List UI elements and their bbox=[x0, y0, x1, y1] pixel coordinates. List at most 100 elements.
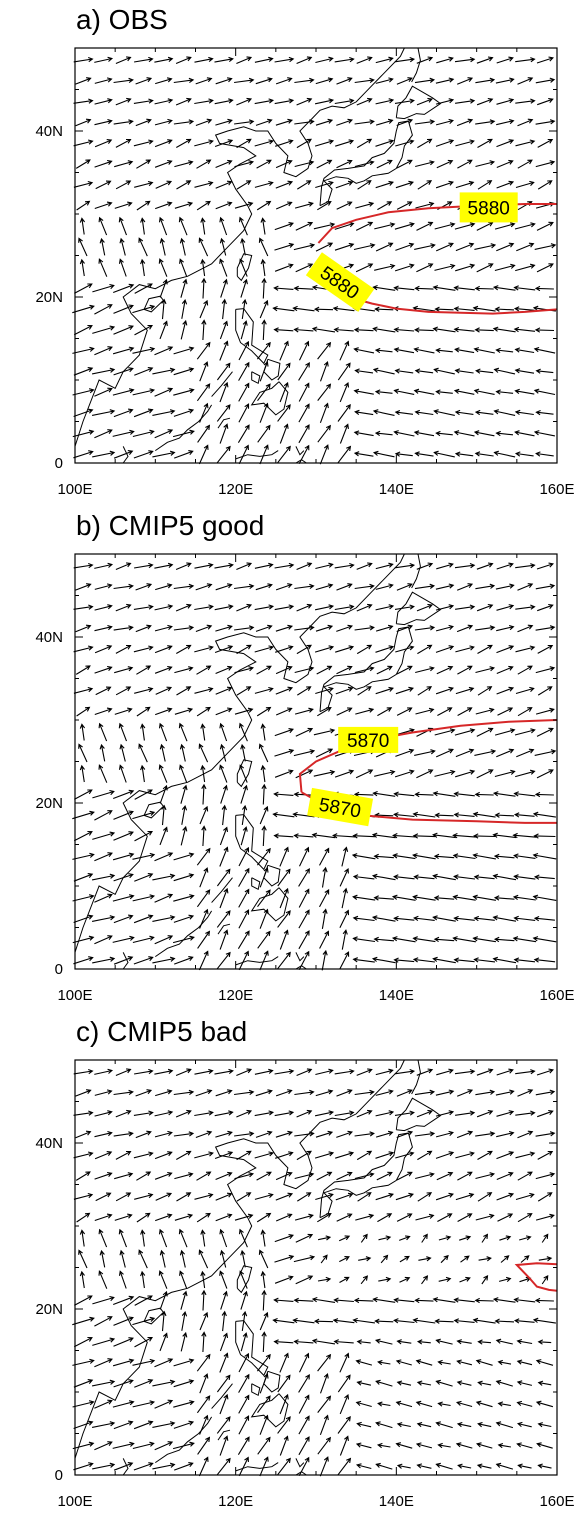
wind-vector bbox=[72, 1441, 95, 1450]
wind-vector bbox=[152, 873, 176, 881]
wind-vector bbox=[399, 1235, 411, 1241]
wind-vector bbox=[237, 930, 250, 949]
wind-vector bbox=[173, 873, 195, 882]
wind-vector bbox=[132, 894, 156, 902]
wind-vector bbox=[115, 686, 132, 696]
wind-vector bbox=[134, 283, 153, 294]
coastline-path bbox=[250, 381, 289, 416]
wind-vector bbox=[436, 665, 454, 675]
wind-vector bbox=[332, 833, 356, 839]
wind-vector bbox=[194, 645, 214, 653]
wind-vector bbox=[317, 1213, 332, 1223]
wind-vector bbox=[255, 77, 273, 85]
wind-vector bbox=[72, 429, 95, 438]
wind-vector bbox=[136, 1171, 152, 1181]
wind-vector bbox=[453, 791, 475, 797]
wind-vector bbox=[73, 408, 94, 418]
wind-vector bbox=[453, 957, 475, 963]
wind-vector bbox=[416, 562, 434, 570]
wind-vector bbox=[241, 804, 248, 825]
wind-vector bbox=[372, 284, 396, 291]
wind-vector bbox=[517, 707, 533, 717]
wind-vector bbox=[459, 1276, 471, 1283]
x-tick-label: 160E bbox=[539, 481, 574, 498]
wind-vector bbox=[478, 1256, 492, 1262]
wind-vector bbox=[494, 728, 516, 736]
wind-vector bbox=[196, 1171, 212, 1181]
wind-vector bbox=[435, 389, 453, 395]
coastline-path bbox=[411, 47, 421, 83]
wind-vector bbox=[481, 1274, 489, 1285]
wind-vector bbox=[240, 826, 248, 846]
wind-vector bbox=[453, 388, 475, 395]
wind-vector bbox=[94, 159, 113, 168]
contour-label: 5870 bbox=[338, 726, 399, 753]
wind-vector bbox=[133, 645, 154, 653]
wind-vector bbox=[238, 1415, 250, 1435]
wind-vector bbox=[414, 1131, 436, 1137]
wind-vector bbox=[375, 180, 394, 189]
wind-vector bbox=[277, 362, 291, 381]
wind-vector bbox=[132, 1358, 156, 1366]
wind-vector bbox=[313, 769, 336, 777]
wind-vector bbox=[414, 583, 436, 590]
wind-vector bbox=[136, 200, 151, 211]
wind-vector bbox=[354, 409, 374, 416]
wind-vector bbox=[455, 1400, 473, 1408]
wind-vector bbox=[372, 367, 395, 375]
wind-vector bbox=[493, 936, 515, 943]
wind-vector bbox=[375, 1462, 393, 1470]
wind-vector bbox=[454, 562, 476, 569]
wind-vector bbox=[114, 160, 134, 168]
coastline bbox=[74, 553, 442, 970]
wind-vector bbox=[158, 258, 168, 277]
wind-vector bbox=[337, 445, 352, 464]
wind-vector bbox=[352, 915, 375, 922]
wind-vector bbox=[92, 831, 116, 840]
wind-vector bbox=[336, 707, 353, 716]
coastline-path bbox=[217, 1429, 231, 1441]
wind-vector bbox=[74, 283, 93, 294]
wind-vector bbox=[159, 1332, 168, 1352]
wind-vector bbox=[179, 258, 188, 277]
wind-vector bbox=[496, 139, 515, 148]
wind-vector bbox=[73, 686, 94, 694]
wind-vector bbox=[377, 201, 393, 211]
wind-vector bbox=[415, 1172, 435, 1180]
wind-vector bbox=[456, 624, 474, 633]
wind-vector bbox=[517, 1213, 533, 1223]
wind-vector bbox=[152, 1462, 176, 1470]
wind-vector bbox=[274, 604, 295, 611]
wind-vector bbox=[517, 1089, 534, 1097]
wind-vector bbox=[494, 222, 516, 230]
wind-vector bbox=[216, 1374, 231, 1393]
wind-vector bbox=[394, 98, 415, 104]
wind-vector bbox=[154, 56, 174, 63]
wind-vector bbox=[515, 604, 536, 610]
wind-vector bbox=[355, 1359, 373, 1366]
coastline-path bbox=[411, 1059, 421, 1095]
wind-vector bbox=[94, 893, 113, 903]
wind-vector bbox=[374, 306, 394, 312]
wind-vector bbox=[473, 915, 495, 922]
wind-vector bbox=[437, 1213, 453, 1222]
wind-vector bbox=[298, 1374, 310, 1393]
wind-vector bbox=[159, 320, 168, 340]
wind-vector bbox=[356, 97, 373, 106]
panel-title: b) CMIP5 good bbox=[76, 510, 265, 541]
wind-vector bbox=[476, 603, 494, 612]
wind-vector bbox=[416, 1463, 432, 1469]
wind-vector bbox=[221, 804, 227, 826]
wind-vector bbox=[94, 604, 113, 611]
wind-vector bbox=[336, 1171, 353, 1181]
wind-vector bbox=[512, 894, 536, 901]
wind-vector bbox=[175, 603, 192, 612]
wind-vector bbox=[435, 686, 454, 695]
wind-vector bbox=[158, 1228, 168, 1248]
wind-vector bbox=[375, 624, 394, 632]
wind-vector bbox=[434, 263, 456, 271]
wind-vector bbox=[279, 846, 289, 867]
wind-vector bbox=[134, 873, 154, 882]
wind-vector bbox=[194, 686, 214, 694]
wind-vector bbox=[295, 263, 314, 273]
